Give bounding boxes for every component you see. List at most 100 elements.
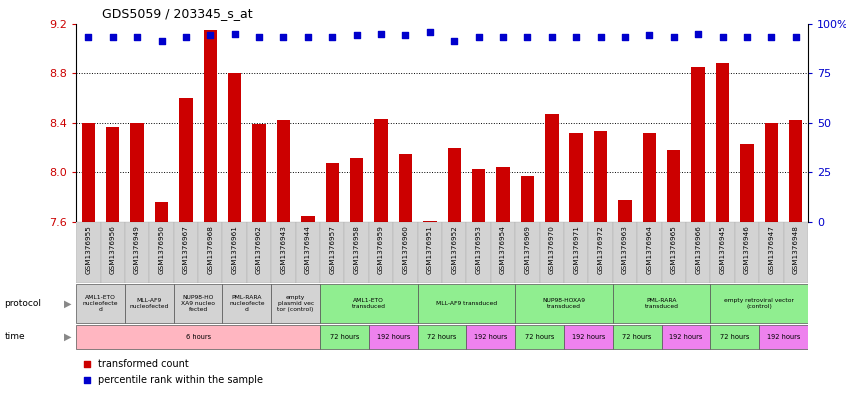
Point <box>643 32 656 39</box>
Text: ▶: ▶ <box>64 332 72 342</box>
Bar <box>155 202 168 222</box>
Bar <box>686 222 711 283</box>
Bar <box>448 148 461 222</box>
Bar <box>76 325 320 349</box>
Bar <box>418 325 466 349</box>
Bar <box>350 158 364 222</box>
Text: GSM1376958: GSM1376958 <box>354 225 360 274</box>
Text: PML-RARA
transduced: PML-RARA transduced <box>645 298 678 309</box>
Point <box>740 34 754 40</box>
Bar <box>301 216 315 222</box>
Text: GSM1376965: GSM1376965 <box>671 225 677 274</box>
Point <box>618 34 632 40</box>
Text: NUP98-HO
XA9 nucleo
fected: NUP98-HO XA9 nucleo fected <box>181 295 215 312</box>
Text: GSM1376950: GSM1376950 <box>158 225 164 274</box>
Bar <box>643 133 656 222</box>
Text: AML1-ETO
nucleofecte
d: AML1-ETO nucleofecte d <box>83 295 118 312</box>
Bar <box>667 150 680 222</box>
Bar <box>740 144 754 222</box>
Bar <box>520 176 534 222</box>
Bar <box>418 284 515 323</box>
Text: GSM1376947: GSM1376947 <box>768 225 774 274</box>
Text: empty
plasmid vec
tor (control): empty plasmid vec tor (control) <box>277 295 314 312</box>
Bar <box>466 222 491 283</box>
Point <box>423 28 437 35</box>
Text: percentile rank within the sample: percentile rank within the sample <box>98 375 263 385</box>
Text: GSM1376963: GSM1376963 <box>622 225 628 274</box>
Text: GSM1376972: GSM1376972 <box>597 225 603 274</box>
Bar <box>711 222 734 283</box>
Text: 72 hours: 72 hours <box>427 334 457 340</box>
Bar <box>613 222 637 283</box>
Bar <box>789 120 803 222</box>
Text: GSM1376944: GSM1376944 <box>305 225 310 274</box>
Text: transformed count: transformed count <box>98 358 189 369</box>
Text: GSM1376964: GSM1376964 <box>646 225 652 274</box>
Point <box>80 360 94 367</box>
Bar <box>374 119 387 222</box>
Bar <box>588 222 613 283</box>
Text: PML-RARA
nucleofecte
d: PML-RARA nucleofecte d <box>229 295 265 312</box>
Point <box>374 30 387 37</box>
Bar <box>320 325 369 349</box>
Bar <box>662 222 686 283</box>
Text: 72 hours: 72 hours <box>330 334 360 340</box>
Point <box>472 34 486 40</box>
Text: GSM1376969: GSM1376969 <box>525 225 530 274</box>
Bar <box>423 221 437 222</box>
Text: GSM1376948: GSM1376948 <box>793 225 799 274</box>
Bar <box>198 222 222 283</box>
Bar <box>81 123 95 222</box>
Bar <box>320 284 418 323</box>
Bar <box>564 222 588 283</box>
Point <box>765 34 778 40</box>
Text: GSM1376971: GSM1376971 <box>574 225 580 274</box>
Text: 72 hours: 72 hours <box>525 334 554 340</box>
Text: GSM1376967: GSM1376967 <box>183 225 189 274</box>
Point <box>252 34 266 40</box>
Bar <box>106 127 119 222</box>
Bar <box>734 222 759 283</box>
Point <box>301 34 315 40</box>
Text: GSM1376970: GSM1376970 <box>549 225 555 274</box>
Text: GSM1376952: GSM1376952 <box>451 225 457 274</box>
Point <box>398 32 412 39</box>
Bar <box>228 73 241 222</box>
Point <box>789 34 803 40</box>
Point <box>155 38 168 44</box>
Bar <box>783 222 808 283</box>
Bar <box>125 284 173 323</box>
Text: 192 hours: 192 hours <box>376 334 410 340</box>
Text: GSM1376961: GSM1376961 <box>232 225 238 274</box>
Text: GSM1376946: GSM1376946 <box>744 225 750 274</box>
Text: GSM1376943: GSM1376943 <box>281 225 287 274</box>
Bar <box>662 325 711 349</box>
Text: NUP98-HOXA9
transduced: NUP98-HOXA9 transduced <box>542 298 585 309</box>
Bar <box>613 325 662 349</box>
Bar <box>76 284 125 323</box>
Bar <box>418 222 442 283</box>
Point <box>106 34 119 40</box>
Bar <box>759 222 783 283</box>
Text: GSM1376960: GSM1376960 <box>403 225 409 274</box>
Bar <box>179 98 193 222</box>
Bar <box>564 325 613 349</box>
Text: GSM1376949: GSM1376949 <box>135 225 140 274</box>
Bar <box>497 167 510 222</box>
Bar <box>149 222 173 283</box>
Bar <box>613 284 711 323</box>
Bar <box>222 222 247 283</box>
Text: 72 hours: 72 hours <box>720 334 750 340</box>
Text: 192 hours: 192 hours <box>669 334 703 340</box>
Bar <box>618 200 632 222</box>
Text: GSM1376962: GSM1376962 <box>256 225 262 274</box>
Bar <box>398 154 412 222</box>
Bar <box>296 222 320 283</box>
Text: MLL-AF9
nucleofected: MLL-AF9 nucleofected <box>129 298 169 309</box>
Point <box>594 34 607 40</box>
Text: GSM1376956: GSM1376956 <box>110 225 116 274</box>
Text: GSM1376957: GSM1376957 <box>329 225 335 274</box>
Bar <box>637 222 662 283</box>
Bar <box>569 133 583 222</box>
Bar <box>393 222 418 283</box>
